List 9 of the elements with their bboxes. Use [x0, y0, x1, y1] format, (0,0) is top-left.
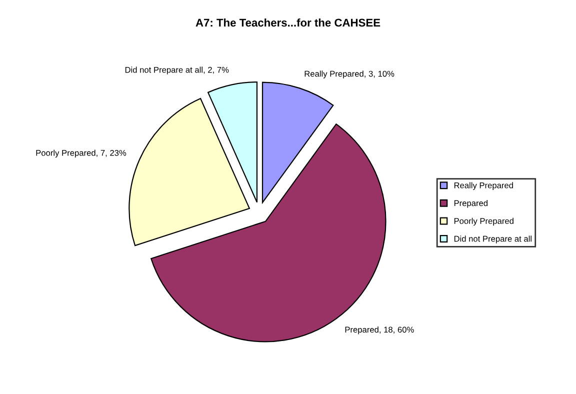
legend-label: Prepared: [454, 200, 488, 208]
legend-label: Did not Prepare at all: [454, 236, 532, 244]
legend-label: Poorly Prepared: [454, 218, 514, 226]
chart-title: A7: The Teachers...for the CAHSEE: [196, 18, 380, 27]
data-label: Prepared, 18, 60%: [345, 326, 414, 334]
data-label: Really Prepared, 3, 10%: [304, 70, 394, 78]
data-label: Poorly Prepared, 7, 23%: [36, 150, 126, 158]
legend-label: Really Prepared: [454, 182, 513, 190]
data-label: Did not Prepare at all, 2, 7%: [125, 66, 229, 74]
